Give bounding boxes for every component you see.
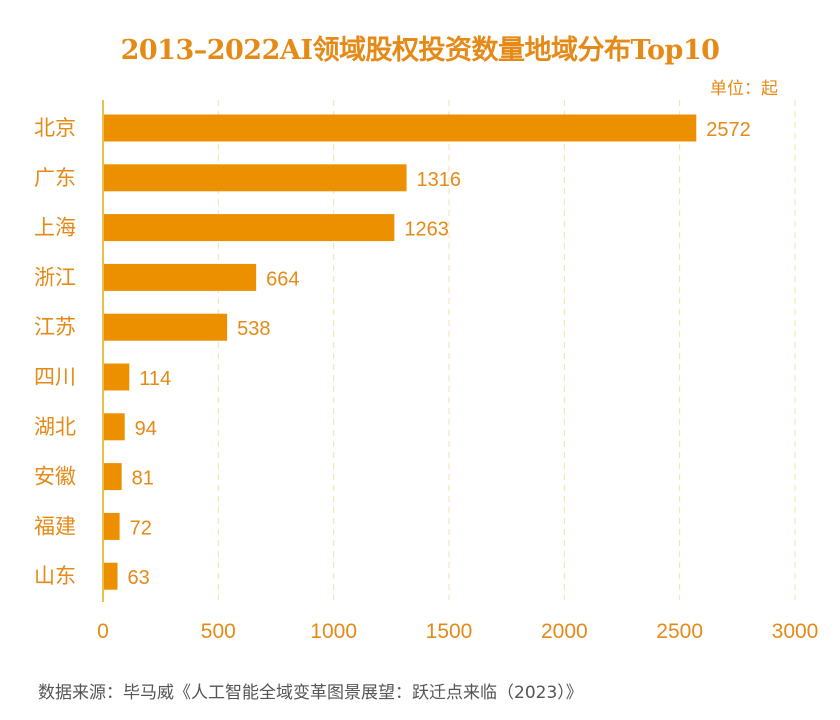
category-label: 浙江 <box>34 265 76 289</box>
x-tick-label: 3000 <box>772 620 819 643</box>
bar <box>104 313 228 341</box>
bar <box>104 512 120 540</box>
bar-chart: 0 500 1000 1500 2000 2500 3000 北京 2572 广东 1316 上海 12… <box>34 100 819 643</box>
x-tick-label: 1500 <box>426 620 473 643</box>
x-tick-label: 500 <box>201 620 236 643</box>
category-label: 安徽 <box>34 465 76 489</box>
category-label: 湖北 <box>34 415 76 439</box>
value-label: 664 <box>266 268 299 290</box>
bar <box>104 263 257 291</box>
source-note: 数据来源：毕马威《人工智能全域变革图景展望：跃迁点来临（2023）》 <box>38 683 583 703</box>
category-label: 北京 <box>34 116 76 140</box>
bar <box>104 114 697 142</box>
value-label: 63 <box>128 567 150 589</box>
bar <box>104 463 122 491</box>
value-label: 81 <box>132 468 154 490</box>
value-label: 72 <box>130 517 152 539</box>
value-label: 1316 <box>417 169 462 191</box>
value-label: 2572 <box>706 119 751 141</box>
category-label: 江苏 <box>34 315 76 339</box>
unit-label: 单位：起 <box>710 79 778 99</box>
bar <box>104 164 407 192</box>
category-label: 四川 <box>34 365 76 389</box>
x-tick-label: 2500 <box>656 620 703 643</box>
bar <box>104 562 118 590</box>
x-tick-label: 0 <box>97 620 109 643</box>
chart-title: 2013–2022AI领域股权投资数量地域分布Top10 <box>120 35 720 66</box>
bar <box>104 413 125 441</box>
value-label: 94 <box>135 418 157 440</box>
value-label: 114 <box>139 368 171 390</box>
category-label: 上海 <box>34 216 76 240</box>
x-tick-label: 1000 <box>310 620 357 643</box>
category-label: 山东 <box>34 564 76 588</box>
bar <box>104 214 395 242</box>
x-tick-label: 2000 <box>541 620 588 643</box>
category-label: 广东 <box>34 166 76 190</box>
value-label: 1263 <box>404 219 449 241</box>
bar <box>104 363 130 391</box>
category-label: 福建 <box>34 514 76 538</box>
value-label: 538 <box>237 318 270 340</box>
